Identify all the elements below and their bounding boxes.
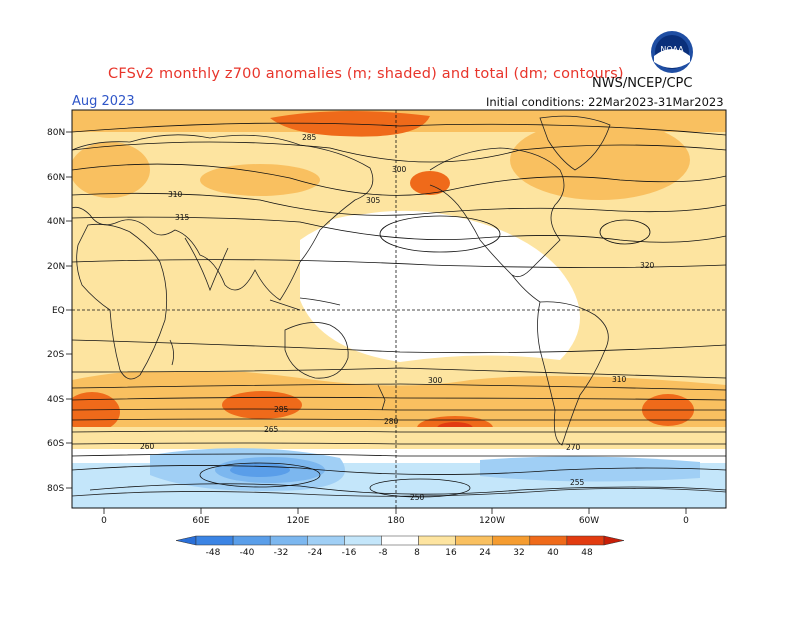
colorbar-segment: [232, 535, 271, 546]
colorbar-label: -32: [274, 548, 289, 558]
svg-text:310: 310: [612, 375, 627, 384]
svg-text:255: 255: [570, 478, 585, 487]
svg-text:300: 300: [392, 165, 407, 174]
figure-title: CFSv2 monthly z700 anomalies (m; shaded)…: [108, 66, 624, 82]
svg-text:40N: 40N: [47, 217, 65, 227]
svg-text:310: 310: [168, 190, 183, 199]
colorbar-label: 48: [581, 548, 593, 558]
shaded-anomalies: [72, 110, 726, 508]
continents: [72, 115, 726, 497]
svg-text:0: 0: [101, 516, 107, 526]
svg-text:40S: 40S: [47, 395, 64, 405]
svg-text:260: 260: [140, 442, 155, 451]
svg-text:0: 0: [683, 516, 689, 526]
latitude-labels: 80N 60N 40N 20N EQ 20S 40S 60S 80S: [47, 128, 65, 494]
latitude-axis: [66, 131, 72, 489]
svg-text:285: 285: [302, 133, 317, 142]
svg-text:EQ: EQ: [52, 306, 65, 316]
svg-text:120W: 120W: [479, 516, 505, 526]
svg-text:280: 280: [384, 417, 399, 426]
svg-text:60E: 60E: [192, 516, 209, 526]
svg-text:285: 285: [274, 405, 289, 414]
svg-text:300: 300: [428, 376, 443, 385]
svg-text:60N: 60N: [47, 173, 65, 183]
svg-text:60W: 60W: [579, 516, 599, 526]
colorbar-label: 40: [547, 548, 559, 558]
colorbar-label: -48: [206, 548, 221, 558]
svg-text:20S: 20S: [47, 350, 64, 360]
svg-text:305: 305: [366, 196, 381, 205]
colorbar: [175, 535, 625, 546]
colorbar-label: 8: [414, 548, 420, 558]
colorbar-labels: -48 -40 -32 -24 -16 -8 8 16 24 32 40 48: [206, 548, 593, 558]
svg-text:80N: 80N: [47, 128, 65, 138]
svg-text:315: 315: [175, 213, 190, 222]
colorbar-segment: [418, 535, 456, 546]
contour-labels: 285 300 305 310 315 320 310 300 285 280 …: [140, 133, 655, 502]
colorbar-low-arrow: [175, 535, 197, 546]
svg-text:NOAA: NOAA: [660, 45, 684, 54]
colorbar-label: 32: [513, 548, 524, 558]
reference-lines: [72, 110, 726, 508]
svg-text:270: 270: [566, 443, 581, 452]
height-contours: [72, 122, 726, 498]
colorbar-segment: [269, 535, 308, 546]
svg-text:120E: 120E: [287, 516, 310, 526]
svg-text:180: 180: [387, 516, 404, 526]
initial-conditions: Initial conditions: 22Mar2023-31Mar2023: [486, 95, 724, 109]
colorbar-segment: [344, 535, 382, 546]
longitude-axis: [103, 508, 687, 514]
agency-label: NWS/NCEP/CPC: [592, 76, 693, 91]
colorbar-segment: [455, 535, 493, 546]
colorbar-segment: [529, 535, 568, 546]
svg-text:20N: 20N: [47, 262, 65, 272]
svg-text:250: 250: [410, 493, 425, 502]
colorbar-label: -40: [240, 548, 255, 558]
colorbar-high-arrow: [603, 535, 625, 546]
noaa-logo: NOAA: [651, 31, 693, 73]
longitude-labels: 0 60E 120E 180 120W 60W 0: [101, 516, 689, 526]
colorbar-segment: [566, 535, 605, 546]
colorbar-segment: [307, 535, 345, 546]
colorbar-label: 16: [445, 548, 457, 558]
colorbar-label: 24: [479, 548, 491, 558]
svg-text:60S: 60S: [47, 439, 64, 449]
map-frame: [71, 109, 727, 509]
forecast-period: Aug 2023: [72, 94, 135, 109]
svg-text:80S: 80S: [47, 484, 64, 494]
svg-text:320: 320: [640, 261, 655, 270]
colorbar-segment: [195, 535, 234, 546]
colorbar-segment: [492, 535, 531, 546]
colorbar-label: -8: [379, 548, 388, 558]
colorbar-label: -16: [342, 548, 357, 558]
colorbar-label: -24: [308, 548, 323, 558]
colorbar-segment: [381, 535, 419, 546]
svg-text:265: 265: [264, 425, 279, 434]
